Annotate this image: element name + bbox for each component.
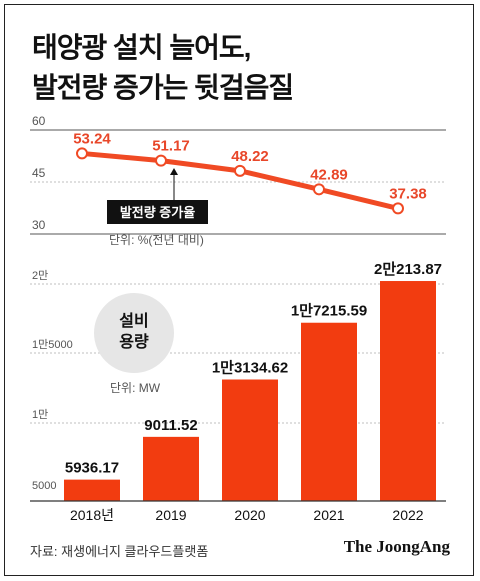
x-tick-label: 2022 xyxy=(392,507,423,523)
x-tick-label: 2018년 xyxy=(70,507,114,523)
bar-unit-label: 단위: MW xyxy=(110,381,161,395)
title-line-1: 태양광 설치 늘어도, xyxy=(32,32,251,63)
callout-box xyxy=(107,200,208,224)
bar-ytick-5000: 5000 xyxy=(32,480,56,492)
title-line-2: 발전량 증가는 뒷걸음질 xyxy=(32,72,294,103)
line-series: 53.24 51.17 48.22 42.89 37.38 xyxy=(73,130,427,215)
line-point xyxy=(76,147,88,160)
bar-ytick-15000: 1만5000 xyxy=(32,338,73,351)
line-point xyxy=(392,202,404,215)
bar-ytick-10000: 1만 xyxy=(32,408,48,421)
x-tick-label: 2021 xyxy=(313,507,344,523)
bar-series-badge xyxy=(94,293,174,373)
bar xyxy=(380,281,436,501)
bar-data-label: 1만3134.62 xyxy=(212,359,288,376)
bar xyxy=(143,436,199,501)
line-point xyxy=(313,183,325,196)
x-tick-label: 2020 xyxy=(234,507,265,523)
line-point xyxy=(234,164,246,177)
x-tick-label: 2019 xyxy=(155,507,186,523)
bar xyxy=(301,322,357,501)
bar xyxy=(222,379,278,501)
line-data-label: 37.38 xyxy=(389,185,427,202)
line-unit-label: 단위: %(전년 대비) xyxy=(109,233,204,247)
line-data-label: 51.17 xyxy=(152,138,190,155)
line-ytick-30: 30 xyxy=(32,218,46,232)
line-point xyxy=(155,154,167,167)
brand-logo: The JoongAng xyxy=(343,537,450,556)
source-note: 자료: 재생에너지 클라우드플랫폼 xyxy=(30,544,209,559)
line-data-label: 53.24 xyxy=(73,130,111,147)
line-data-label: 48.22 xyxy=(231,148,269,165)
bar-series-label-line2: 용량 xyxy=(119,332,149,351)
line-data-label: 42.89 xyxy=(310,166,348,183)
line-ytick-60: 60 xyxy=(32,114,46,128)
line-ytick-45: 45 xyxy=(32,166,46,180)
chart-title: 태양광 설치 늘어도, 발전량 증가는 뒷걸음질 xyxy=(32,28,294,108)
bar-data-label: 2만213.87 xyxy=(374,261,442,278)
line-series-label: 발전량 증가율 xyxy=(120,205,195,220)
x-axis-ticks: 2018년 2019 2020 2021 2022 xyxy=(70,507,424,523)
bar-data-label: 5936.17 xyxy=(65,460,119,477)
callout-arrow-icon xyxy=(170,168,178,175)
bar-series-label-line1: 설비 xyxy=(119,312,148,330)
bar-data-label: 9011.52 xyxy=(144,417,197,434)
bar-series: 5936.17 9011.52 1만3134.62 1만7215.59 2만213.87 xyxy=(64,261,442,501)
bar xyxy=(64,479,120,501)
bar-ytick-20000: 2만 xyxy=(32,269,48,282)
bar-data-label: 1만7215.59 xyxy=(291,303,367,320)
